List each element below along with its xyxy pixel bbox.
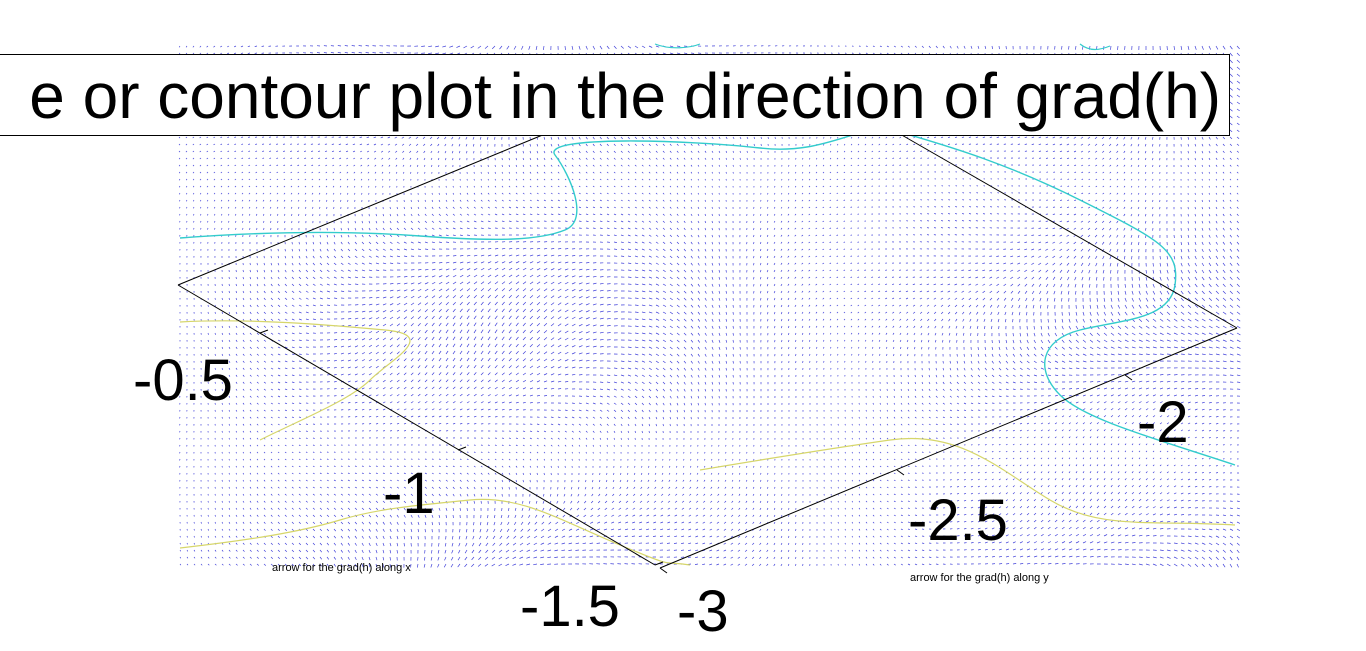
back-edge-left (177, 133, 546, 286)
y-axis-line (659, 327, 1238, 569)
x-tick-label: -0.5 (133, 348, 233, 413)
y-tick-label: -3 (677, 579, 729, 644)
contour-line-yellow-1 (179, 320, 411, 441)
y-tick-mark-1 (1124, 374, 1133, 381)
contour-line-yellow-2 (179, 498, 691, 566)
x-axis-label: arrow for the grad(h) along x (272, 562, 411, 574)
x-axis-line (177, 284, 656, 566)
back-edge-right (899, 133, 1238, 329)
y-tick-label: -2.5 (908, 488, 1008, 553)
chart-title: e or contour plot in the direction of gr… (29, 60, 1221, 132)
x-tick-label: -1 (383, 461, 435, 526)
y-tick-mark-3 (659, 567, 668, 574)
x-tick-mark-3 (654, 561, 664, 566)
x-tick-mark-1 (259, 329, 269, 334)
axes-box (177, 133, 1238, 574)
y-axis-label: arrow for the grad(h) along y (910, 572, 1049, 584)
x-tick-label: -1.5 (520, 574, 620, 639)
contour-line-yellow-3 (699, 438, 1236, 526)
y-tick-label: -2 (1137, 390, 1189, 455)
chart-title-box: e or contour plot in the direction of gr… (0, 54, 1230, 136)
y-tick-mark-2 (896, 469, 905, 476)
contour-line-cyan-1 (179, 128, 1236, 466)
contour-line-cyan-2 (654, 43, 1111, 51)
x-tick-mark-2 (457, 446, 467, 451)
